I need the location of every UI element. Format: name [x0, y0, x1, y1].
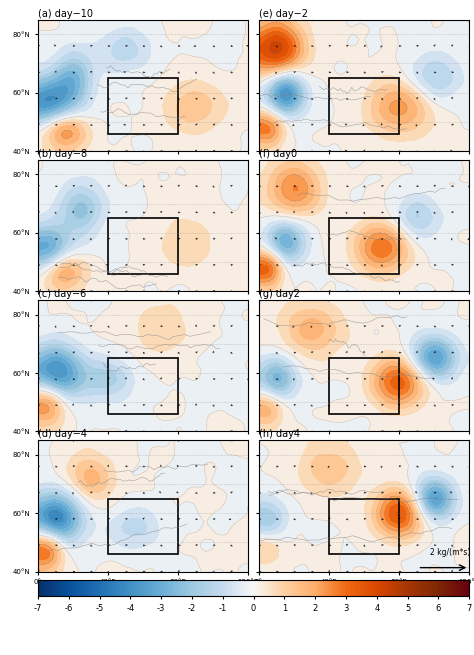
Bar: [108, 218, 178, 274]
Bar: [108, 358, 178, 414]
Text: (a) day−10: (a) day−10: [38, 9, 93, 19]
Text: (b) day−8: (b) day−8: [38, 149, 87, 159]
Bar: [329, 78, 399, 134]
Text: (e) day−2: (e) day−2: [259, 9, 308, 19]
Text: (f) day0: (f) day0: [259, 149, 297, 159]
Bar: [108, 78, 178, 134]
Bar: [329, 218, 399, 274]
Bar: [329, 358, 399, 414]
Text: (h) day4: (h) day4: [259, 429, 300, 440]
Text: (c) day−6: (c) day−6: [38, 290, 86, 299]
Bar: [329, 498, 399, 554]
Bar: [108, 498, 178, 554]
Text: (d) day−4: (d) day−4: [38, 429, 87, 440]
Text: 2 kg/(m*s): 2 kg/(m*s): [430, 548, 471, 557]
Text: (g) day2: (g) day2: [259, 290, 300, 299]
